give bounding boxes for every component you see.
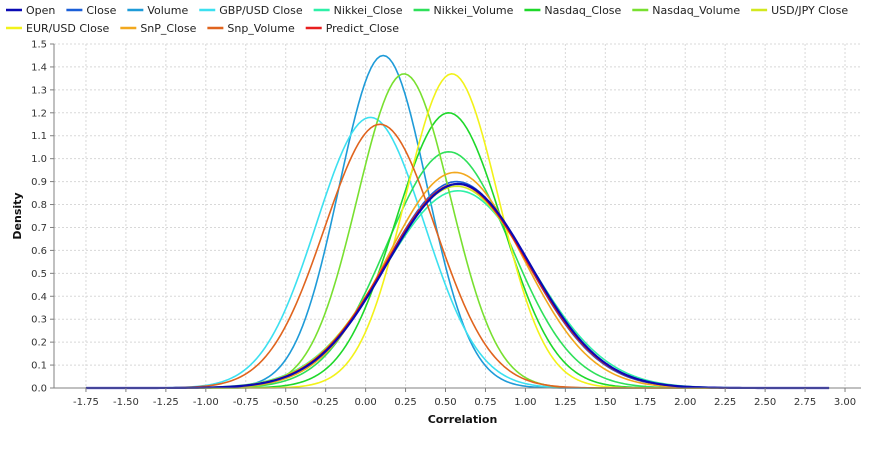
legend: Open Close Volume GBP/USD Close Nikkei_Close…: [6, 4, 848, 35]
x-tick-label: -1.00: [193, 397, 219, 408]
legend-label: Open: [26, 4, 55, 17]
legend-label: EUR/USD Close: [26, 22, 110, 35]
y-tick-label: 1.4: [31, 62, 47, 73]
legend-label: Nikkei_Volume: [434, 4, 514, 17]
legend-item-eur-usd-close[interactable]: EUR/USD Close: [6, 22, 110, 35]
x-tick-label: 0.00: [354, 397, 376, 408]
legend-item-open[interactable]: Open: [6, 4, 55, 17]
x-tick-label: 2.00: [674, 397, 696, 408]
legend-label: Volume: [147, 4, 188, 17]
legend-label: Close: [86, 4, 116, 17]
y-tick-label: 0.4: [31, 292, 47, 303]
legend-label: Nikkei_Close: [334, 4, 403, 17]
x-tick-label: 1.75: [634, 397, 656, 408]
y-axis-label: Density: [11, 192, 24, 239]
x-axis-label: Correlation: [428, 413, 498, 426]
x-tick-label: 1.25: [554, 397, 576, 408]
x-tick-label: -1.75: [73, 397, 99, 408]
y-tick-label: 1.3: [31, 85, 47, 96]
legend-item-predict-close[interactable]: Predict_Close: [305, 22, 400, 35]
x-tick-label: 0.50: [434, 397, 456, 408]
y-tick-label: 0.6: [31, 246, 47, 257]
y-tick-label: 0.0: [31, 384, 47, 395]
y-tick-label: 1.2: [31, 108, 47, 119]
x-ticks: -1.75 -1.50 -1.25 -1.00 -0.75 -0.50 -0.25 0.00 0…: [73, 388, 856, 408]
y-tick-label: 1.5: [31, 40, 47, 51]
x-tick-label: -0.50: [273, 397, 299, 408]
x-tick-label: 1.00: [514, 397, 536, 408]
legend-item-nasdaq-close[interactable]: Nasdaq_Close: [524, 4, 622, 17]
x-tick-label: -1.25: [153, 397, 179, 408]
legend-item-gbp-usd-close[interactable]: GBP/USD Close: [199, 4, 303, 17]
y-tick-label: 0.7: [31, 223, 47, 234]
x-tick-label: 0.75: [474, 397, 496, 408]
legend-label: Predict_Close: [326, 22, 400, 35]
y-tick-label: 0.2: [31, 338, 47, 349]
grid: [54, 43, 861, 388]
y-ticks: 0.0 0.1 0.2 0.3 0.4 0.5 0.6 0.7 0.8 0.9 1.0 1.1 1.2 1…: [31, 40, 54, 395]
legend-item-snp-volume[interactable]: Snp_Volume: [207, 22, 295, 35]
x-tick-label: 2.25: [714, 397, 736, 408]
plot-background: [54, 44, 861, 388]
legend-label: Nasdaq_Close: [544, 4, 621, 17]
x-tick-label: 2.75: [794, 397, 816, 408]
y-tick-label: 0.8: [31, 200, 47, 211]
legend-item-volume[interactable]: Volume: [127, 4, 188, 17]
legend-item-nikkei-volume[interactable]: Nikkei_Volume: [413, 4, 514, 17]
legend-label: GBP/USD Close: [219, 4, 303, 17]
legend-item-usd-jpy-close[interactable]: USD/JPY Close: [751, 4, 848, 17]
legend-item-nikkei-close[interactable]: Nikkei_Close: [313, 4, 403, 17]
x-tick-label: -1.50: [113, 397, 139, 408]
legend-item-snp-close[interactable]: SnP_Close: [120, 22, 197, 35]
x-tick-label: -0.75: [233, 397, 259, 408]
legend-item-close[interactable]: Close: [66, 4, 117, 17]
y-tick-label: 0.1: [31, 361, 47, 372]
legend-label: SnP_Close: [140, 22, 196, 35]
legend-label: Nasdaq_Volume: [652, 4, 740, 17]
x-tick-label: 3.00: [834, 397, 856, 408]
x-tick-label: 1.50: [594, 397, 616, 408]
legend-label: USD/JPY Close: [771, 4, 848, 17]
y-tick-label: 1.0: [31, 154, 47, 165]
y-tick-label: 1.1: [31, 131, 47, 142]
legend-label: Snp_Volume: [227, 22, 295, 35]
x-tick-label: -0.25: [313, 397, 339, 408]
x-tick-label: 0.25: [394, 397, 416, 408]
legend-item-nasdaq-volume[interactable]: Nasdaq_Volume: [632, 4, 740, 17]
y-tick-label: 0.5: [31, 269, 47, 280]
y-tick-label: 0.3: [31, 315, 47, 326]
x-tick-label: 2.50: [754, 397, 776, 408]
y-tick-label: 0.9: [31, 177, 47, 188]
